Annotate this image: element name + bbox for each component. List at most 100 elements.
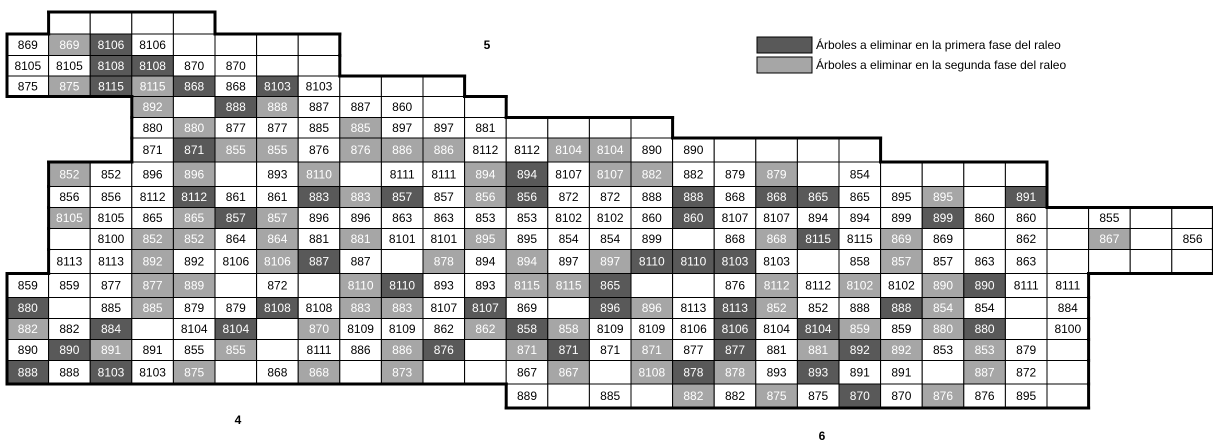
cell xyxy=(672,161,715,187)
cell-text: 852 xyxy=(808,301,828,315)
zone-label: 6 xyxy=(819,429,826,443)
cell-text: 857 xyxy=(434,190,454,204)
cell-text: 888 xyxy=(683,190,703,204)
cell-text: 854 xyxy=(933,301,953,315)
cell-text: 8108 xyxy=(638,365,665,379)
cell-text: 896 xyxy=(600,301,620,315)
cell-text: 8107 xyxy=(722,211,749,225)
cell-text: 894 xyxy=(517,167,537,181)
cell xyxy=(1004,273,1048,298)
cell-text: 897 xyxy=(434,121,454,135)
cell xyxy=(1046,273,1090,298)
cell-text: 872 xyxy=(1016,365,1036,379)
cell xyxy=(672,249,715,274)
cell xyxy=(1129,249,1173,274)
cell-text: 8109 xyxy=(389,322,416,336)
cell xyxy=(131,249,174,274)
cell-text: 8106 xyxy=(98,38,125,52)
cell xyxy=(89,249,133,274)
cell-text: 899 xyxy=(933,211,953,225)
cell-text: 892 xyxy=(143,255,163,269)
cell xyxy=(713,273,757,298)
cell-text: 876 xyxy=(933,389,953,403)
legend-label: Árboles a eliminar en la primera fase de… xyxy=(816,37,1061,52)
cell xyxy=(6,273,50,298)
legend-swatch xyxy=(756,36,813,54)
cell xyxy=(339,360,382,385)
cell-text: 855 xyxy=(184,343,204,357)
cell-text: 8115 xyxy=(556,279,582,293)
cell-text: 8103 xyxy=(306,79,333,93)
cell-text: 888 xyxy=(267,100,287,114)
cell xyxy=(297,249,341,274)
cell xyxy=(672,228,715,250)
cell-text: 8110 xyxy=(348,279,374,293)
cell-text: 880 xyxy=(184,121,204,135)
cell-text: 895 xyxy=(933,190,953,204)
cell-text: 870 xyxy=(891,389,911,403)
cell xyxy=(838,273,882,298)
cell-text: 859 xyxy=(59,279,79,293)
legend-swatch xyxy=(756,56,813,74)
cell-text: 883 xyxy=(392,301,412,315)
cell-text: 8102 xyxy=(555,211,582,225)
cell-text: 869 xyxy=(18,38,38,52)
cell xyxy=(89,11,133,35)
cell-text: 871 xyxy=(559,343,579,357)
cell xyxy=(921,383,965,409)
cell-text: 882 xyxy=(725,389,745,403)
cell xyxy=(422,360,466,385)
cell-text: 896 xyxy=(143,167,163,181)
cell-text: 877 xyxy=(226,121,246,135)
cell-text: 896 xyxy=(184,167,204,181)
cell-text: 879 xyxy=(226,301,246,315)
cell-text: 875 xyxy=(808,389,828,403)
cell-text: 855 xyxy=(267,143,287,157)
zone-label: 4 xyxy=(235,413,242,427)
cell-text: 879 xyxy=(725,167,745,181)
cell xyxy=(339,137,382,163)
cell-text: 8104 xyxy=(555,143,582,157)
cell xyxy=(547,249,590,274)
cell-text: 879 xyxy=(767,167,787,181)
cell-text: 8102 xyxy=(888,279,915,293)
cell-text: 884 xyxy=(1058,301,1078,315)
cell-text: 852 xyxy=(767,301,787,315)
cell xyxy=(588,360,632,385)
cell-text: 853 xyxy=(475,211,495,225)
cell-text: 882 xyxy=(683,167,703,181)
cell xyxy=(963,273,1006,298)
cell-text: 882 xyxy=(59,322,79,336)
cell-text: 886 xyxy=(351,343,371,357)
cell xyxy=(838,137,882,163)
cell-text: 896 xyxy=(642,301,662,315)
cell-text: 877 xyxy=(143,279,163,293)
cell-text: 870 xyxy=(184,59,204,73)
cell xyxy=(547,137,590,163)
cell-text: 8107 xyxy=(472,301,499,315)
cell-text: 852 xyxy=(59,167,79,181)
cell-text: 895 xyxy=(1016,389,1036,403)
cell xyxy=(422,273,466,298)
cell-text: 868 xyxy=(767,190,787,204)
cell-text: 890 xyxy=(683,143,703,157)
cell-text: 8106 xyxy=(222,255,249,269)
cell-text: 890 xyxy=(933,279,953,293)
cell xyxy=(48,228,91,250)
cell-text: 8115 xyxy=(140,79,166,93)
cell-text: 872 xyxy=(267,279,287,293)
cell xyxy=(1088,249,1131,274)
cell xyxy=(1004,297,1048,319)
cell xyxy=(48,249,91,274)
cell xyxy=(214,33,258,56)
cell-text: 875 xyxy=(767,389,787,403)
cell-text: 871 xyxy=(600,343,620,357)
cell-text: 877 xyxy=(683,343,703,357)
cell-text: 8111 xyxy=(431,167,456,181)
cell-text: 870 xyxy=(309,322,329,336)
cell xyxy=(880,161,923,187)
cell-text: 8103 xyxy=(264,79,291,93)
cell-text: 858 xyxy=(517,322,537,336)
cell xyxy=(1171,249,1213,274)
cell xyxy=(588,117,632,139)
